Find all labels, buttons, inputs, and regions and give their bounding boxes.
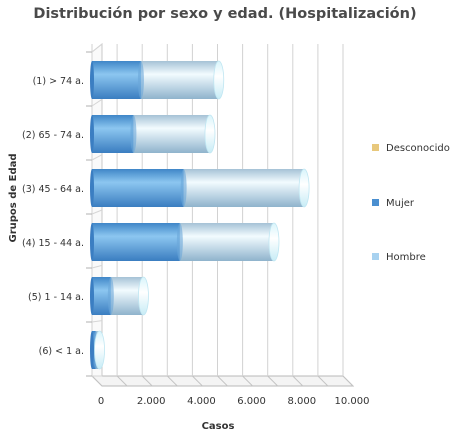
legend-swatch-desconocido bbox=[372, 144, 379, 151]
y-gridline bbox=[91, 43, 103, 53]
x-gridline-depth bbox=[166, 375, 178, 387]
x-gridline-depth bbox=[242, 375, 253, 387]
bar-start-cap bbox=[90, 115, 94, 153]
legend-label-mujer: Mujer bbox=[386, 198, 415, 209]
bar-segment-joint bbox=[180, 169, 187, 207]
bar-start-cap bbox=[90, 331, 94, 369]
legend-item-desconocido: Desconocido bbox=[372, 143, 450, 154]
y-gridline bbox=[91, 98, 103, 107]
legend-label-hombre: Hombre bbox=[386, 252, 426, 263]
x-tick-label: 2.000 bbox=[137, 396, 166, 407]
x-tick-label: 4.000 bbox=[187, 396, 216, 407]
bar-start-cap bbox=[90, 169, 94, 207]
x-gridline-depth bbox=[317, 375, 329, 387]
x-axis-title: Casos bbox=[202, 421, 235, 432]
bar-start-cap bbox=[90, 61, 94, 99]
bar-mujer bbox=[92, 223, 180, 261]
x-tick-label: 0 bbox=[98, 396, 104, 407]
bar-mujer bbox=[92, 61, 141, 99]
x-tick-label: 6.000 bbox=[237, 396, 266, 407]
x-gridline-depth bbox=[91, 375, 103, 387]
x-tick-label: 8.000 bbox=[287, 396, 316, 407]
y-tick-label: (2) 65 - 74 a. bbox=[22, 130, 84, 141]
bar-hombre bbox=[183, 169, 305, 207]
bar-end-cap bbox=[204, 114, 216, 154]
bar-segment-joint bbox=[130, 115, 137, 153]
bar-mujer bbox=[92, 169, 184, 207]
bar-start-cap bbox=[90, 277, 94, 315]
bar-segment-joint bbox=[137, 61, 144, 99]
legend-item-mujer: Mujer bbox=[372, 198, 414, 209]
x-gridline-depth bbox=[292, 375, 304, 387]
bar-start-cap bbox=[90, 223, 94, 261]
bar-end-cap bbox=[213, 60, 225, 100]
x-gridline-depth bbox=[141, 375, 153, 387]
y-tick-label: (3) 45 - 64 a. bbox=[22, 184, 84, 195]
bar-mujer bbox=[92, 277, 111, 315]
legend-label-desconocido: Desconocido bbox=[386, 143, 450, 154]
legend-item-hombre: Hombre bbox=[372, 252, 426, 263]
bar-end-cap bbox=[94, 330, 105, 370]
y-tick-label: (6) < 1 a. bbox=[39, 346, 84, 357]
x-gridline-depth bbox=[267, 375, 279, 387]
bar-hombre bbox=[140, 61, 219, 99]
y-gridline bbox=[91, 264, 103, 269]
y-axis-title: Grupos de Edad bbox=[8, 153, 19, 242]
bar-segment-joint bbox=[176, 223, 183, 261]
bar-end-cap bbox=[268, 222, 280, 262]
x-gridline-depth bbox=[217, 375, 228, 387]
bar-hombre bbox=[133, 115, 210, 153]
y-tick-label: (1) > 74 a. bbox=[33, 76, 84, 87]
y-tick-label: (4) 15 - 44 a. bbox=[22, 238, 84, 249]
bar-hombre bbox=[179, 223, 274, 261]
bar-mujer bbox=[92, 115, 134, 153]
legend-swatch-mujer bbox=[372, 199, 379, 206]
bar-end-cap bbox=[138, 276, 149, 316]
bar-segment-joint bbox=[107, 277, 114, 315]
bar-end-cap bbox=[298, 168, 310, 208]
legend-swatch-hombre bbox=[372, 253, 379, 260]
y-gridline bbox=[91, 320, 103, 323]
x-gridline-depth bbox=[116, 375, 128, 387]
y-gridline bbox=[91, 209, 103, 215]
bar-hombre bbox=[110, 277, 144, 315]
x-gridline-depth bbox=[342, 375, 354, 387]
x-gridline-depth bbox=[192, 375, 203, 387]
y-tick-label: (5) 1 - 14 a. bbox=[28, 292, 84, 303]
x-tick-label: 10.000 bbox=[335, 396, 370, 407]
chart-title: Distribución por sexo y edad. (Hospitali… bbox=[33, 6, 417, 22]
y-gridline bbox=[91, 154, 103, 161]
